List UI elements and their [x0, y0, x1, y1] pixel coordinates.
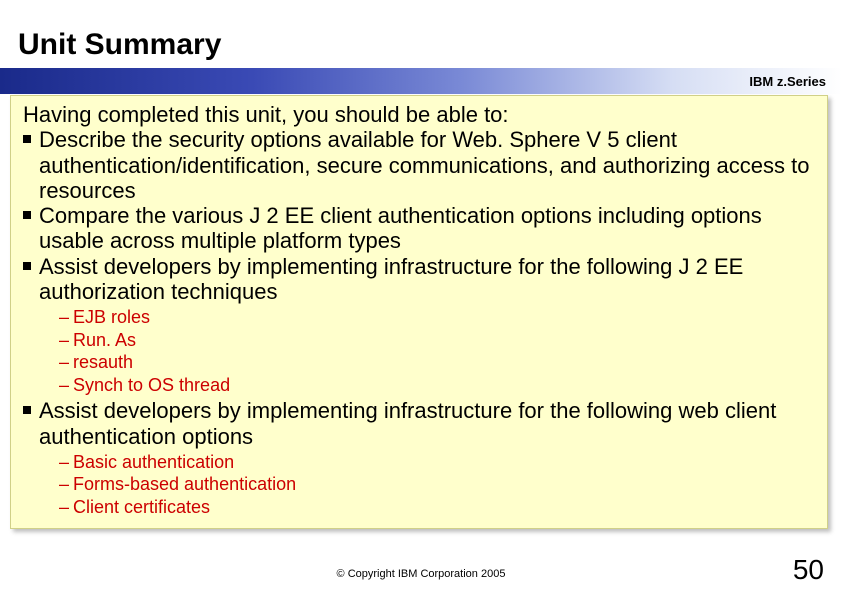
bullet-text: Assist developers by implementing infras… [39, 254, 743, 304]
slide: Unit Summary IBM z.Series Having complet… [0, 0, 842, 592]
sub-item: Forms-based authentication [59, 473, 817, 496]
sub-list: Basic authentication Forms-based authent… [39, 451, 817, 519]
bullet-text: Describe the security options available … [39, 127, 809, 203]
slide-title: Unit Summary [18, 28, 221, 62]
bullet-item: Describe the security options available … [23, 127, 817, 203]
intro-text: Having completed this unit, you should b… [23, 102, 817, 127]
copyright-text: © Copyright IBM Corporation 2005 [0, 568, 842, 580]
page-number: 50 [793, 554, 824, 586]
sub-list: EJB roles Run. As resauth Synch to OS th… [39, 306, 817, 396]
sub-item: Run. As [59, 329, 817, 352]
sub-item: resauth [59, 351, 817, 374]
sub-item: EJB roles [59, 306, 817, 329]
main-list: Describe the security options available … [23, 127, 817, 518]
bullet-item: Compare the various J 2 EE client authen… [23, 203, 817, 254]
bullet-text: Assist developers by implementing infras… [39, 398, 776, 448]
content-box: Having completed this unit, you should b… [10, 95, 828, 529]
sub-item: Client certificates [59, 496, 817, 519]
gradient-banner [0, 68, 842, 94]
bullet-item: Assist developers by implementing infras… [23, 254, 817, 397]
bullet-text: Compare the various J 2 EE client authen… [39, 203, 762, 253]
bullet-item: Assist developers by implementing infras… [23, 398, 817, 518]
sub-item: Basic authentication [59, 451, 817, 474]
brand-label: IBM z.Series [749, 74, 826, 89]
sub-item: Synch to OS thread [59, 374, 817, 397]
